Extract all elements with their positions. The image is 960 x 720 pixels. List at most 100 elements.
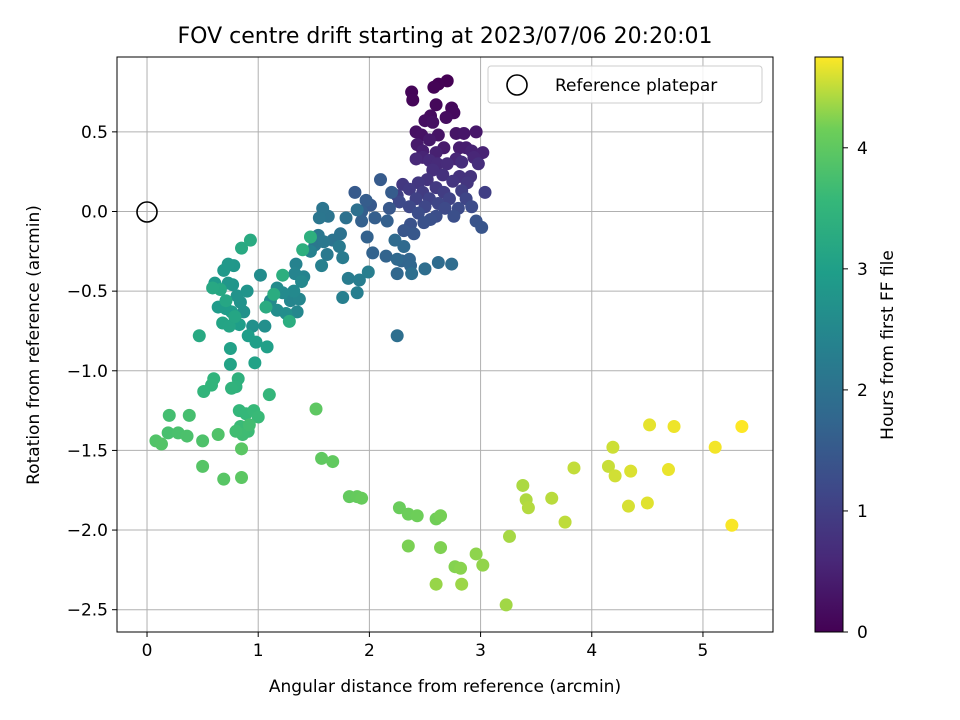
data-point	[276, 268, 290, 282]
data-point	[229, 424, 243, 438]
colorbar-tick-label: 0	[857, 623, 868, 643]
data-point	[240, 284, 254, 298]
data-point	[476, 558, 490, 572]
data-points	[149, 74, 749, 612]
colorbar-label: Hours from first FF file	[878, 250, 898, 440]
data-point	[332, 240, 346, 254]
data-point	[282, 314, 296, 328]
legend-label: Reference platepar	[555, 76, 717, 96]
data-point	[341, 271, 355, 285]
data-point	[411, 206, 425, 220]
data-point	[725, 518, 739, 532]
data-point	[223, 357, 237, 371]
data-point	[667, 420, 681, 434]
data-point	[417, 216, 431, 230]
legend: Reference platepar	[487, 65, 763, 104]
data-point	[516, 478, 530, 492]
data-point	[217, 263, 231, 277]
data-point	[426, 115, 440, 129]
data-point	[350, 203, 364, 217]
data-point	[355, 214, 369, 228]
data-point	[197, 384, 211, 398]
data-point	[545, 491, 559, 505]
data-point	[315, 259, 329, 273]
data-point	[242, 418, 256, 432]
data-point	[352, 273, 366, 287]
legend-marker	[506, 74, 528, 96]
data-point	[471, 157, 485, 171]
y-tick-label: −2.0	[67, 521, 108, 541]
data-point	[431, 255, 445, 269]
data-point	[348, 185, 362, 199]
data-point	[469, 125, 483, 139]
data-point	[317, 235, 331, 249]
data-point	[206, 281, 220, 295]
data-point	[392, 195, 406, 209]
data-point	[735, 420, 749, 434]
data-point	[374, 173, 388, 187]
data-point	[608, 469, 622, 483]
data-point	[154, 437, 168, 451]
data-point	[359, 193, 373, 207]
data-point	[407, 227, 421, 241]
data-point	[162, 408, 176, 422]
data-point	[643, 418, 657, 432]
colorbar-tick-label: 1	[857, 502, 868, 522]
data-point	[402, 182, 416, 196]
data-point	[258, 319, 272, 333]
data-point	[259, 300, 273, 314]
data-point	[295, 275, 309, 289]
x-axis-ticks: 0 1 2 3 4 5	[142, 632, 708, 661]
data-point	[235, 470, 249, 484]
x-tick-label: 1	[253, 641, 264, 661]
data-point	[388, 233, 402, 247]
data-point	[457, 126, 471, 140]
data-point	[289, 257, 303, 271]
colorbar-tick-label: 4	[857, 139, 868, 159]
data-point	[326, 455, 340, 469]
data-point	[606, 440, 620, 454]
x-tick-label: 0	[142, 641, 153, 661]
data-point	[267, 287, 281, 301]
data-point	[355, 491, 369, 505]
data-point	[601, 459, 615, 473]
data-point	[624, 464, 638, 478]
data-point	[390, 267, 404, 281]
data-point	[418, 262, 432, 276]
data-point	[429, 98, 443, 112]
data-point	[465, 200, 479, 214]
data-point	[390, 252, 404, 266]
data-point	[312, 211, 326, 225]
legend-box	[487, 65, 763, 104]
data-point	[339, 211, 353, 225]
data-point	[290, 305, 304, 319]
data-point	[454, 561, 468, 575]
data-point	[230, 289, 244, 303]
data-point	[253, 268, 267, 282]
colorbar: 0 1 2 3 4 Hours from first FF file	[814, 56, 898, 643]
data-point	[429, 577, 443, 591]
data-point	[708, 440, 722, 454]
data-point	[406, 93, 420, 107]
data-point	[382, 201, 396, 215]
data-point	[439, 111, 453, 125]
data-point	[438, 201, 452, 215]
data-point	[262, 388, 276, 402]
data-point	[336, 291, 350, 305]
data-point	[469, 547, 483, 561]
data-point	[350, 286, 364, 300]
data-point	[217, 472, 231, 486]
data-point	[558, 515, 572, 529]
data-point	[661, 463, 675, 477]
data-point	[475, 220, 489, 234]
data-point	[455, 155, 469, 169]
data-point	[223, 341, 237, 355]
data-point	[445, 257, 459, 271]
data-point	[434, 541, 448, 555]
data-point	[315, 451, 329, 465]
y-tick-label: −2.5	[67, 601, 108, 621]
data-point	[251, 410, 265, 424]
chart-title: FOV centre drift starting at 2023/07/06 …	[178, 24, 713, 49]
y-axis-label: Rotation from reference (arcmin)	[24, 205, 44, 485]
data-point	[379, 249, 393, 263]
